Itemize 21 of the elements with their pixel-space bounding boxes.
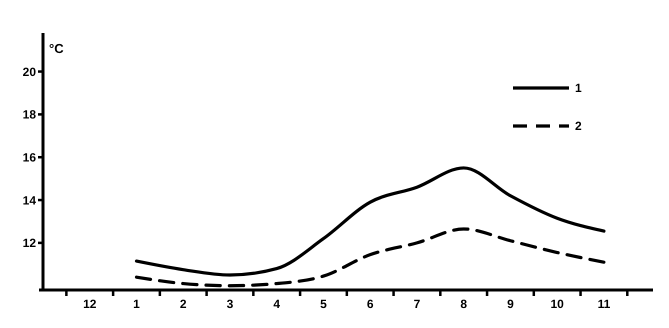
y-tick-label: 16 xyxy=(22,150,36,164)
y-tick-label: 18 xyxy=(22,108,36,122)
x-tick-label: 6 xyxy=(366,297,374,311)
x-tick-label: 12 xyxy=(83,297,97,311)
x-tick-label: 5 xyxy=(320,297,328,311)
legend-label: 1 xyxy=(575,81,582,96)
x-tick-label: 4 xyxy=(273,297,280,311)
x-tick-label: 3 xyxy=(226,297,234,311)
line-series xyxy=(134,166,606,277)
x-tick-label: 8 xyxy=(460,297,468,311)
y-axis-title: °C xyxy=(49,41,64,56)
y-tick-label: 14 xyxy=(22,193,36,208)
x-tick-label: 1 xyxy=(133,297,140,311)
x-tick-label: 10 xyxy=(550,297,564,311)
x-tick-label: 7 xyxy=(414,297,421,311)
y-tick-label: 20 xyxy=(22,64,36,79)
x-tick-label: 11 xyxy=(598,297,611,311)
x-tick-label: 2 xyxy=(180,297,187,311)
x-tick-label: 9 xyxy=(507,297,514,311)
legend-label: 2 xyxy=(575,119,582,134)
y-tick-label: 12 xyxy=(22,236,36,250)
